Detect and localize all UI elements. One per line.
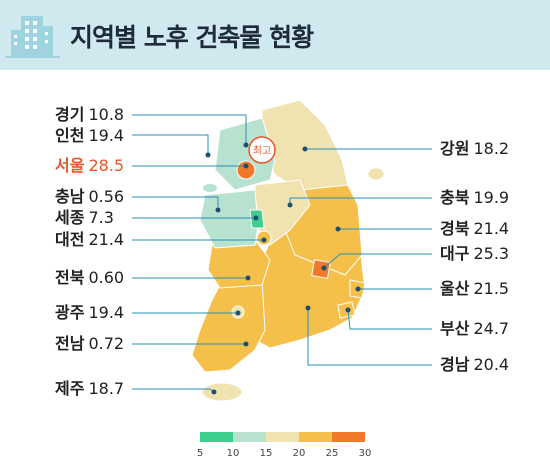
label-ulsan: 울산 21.5 xyxy=(440,279,510,298)
legend-swatch-2 xyxy=(233,432,266,442)
label-gangwon: 강원 18.2 xyxy=(440,139,510,158)
label-sejong: 세종 7.3 xyxy=(55,208,114,227)
region-gangwon xyxy=(261,99,349,191)
label-chungbuk: 충북 19.9 xyxy=(440,188,510,207)
legend-tick: 10 xyxy=(226,448,240,459)
legend-swatch-4 xyxy=(299,432,332,442)
label-daegu: 대구 25.3 xyxy=(440,244,510,263)
label-daejeon: 대전 21.4 xyxy=(55,230,125,249)
legend-tick: 20 xyxy=(292,448,306,459)
label-jeonnam: 전남 0.72 xyxy=(55,334,125,353)
legend-tick: 30 xyxy=(358,448,372,459)
label-incheon: 인천 19.4 xyxy=(55,126,125,145)
region-gyeonggi xyxy=(214,117,276,191)
region-chungnam xyxy=(199,189,259,249)
legend-tick: 5 xyxy=(196,448,204,459)
island-ulleung xyxy=(367,167,385,181)
region-jeonnam xyxy=(191,279,266,373)
leader-lines xyxy=(132,114,432,393)
legend-tick: 25 xyxy=(325,448,339,459)
leader-dots xyxy=(205,142,361,395)
header-band: 지역별 노후 건축물 현황 xyxy=(0,0,550,70)
label-jeju: 제주 18.7 xyxy=(55,379,125,398)
label-gwangju: 광주 19.4 xyxy=(55,303,125,322)
highlight-badge-circle xyxy=(248,136,276,164)
region-daegu xyxy=(311,259,331,279)
label-chungnam: 충남 0.56 xyxy=(55,187,125,206)
label-gyeongnam: 경남 20.4 xyxy=(440,355,510,374)
island-west xyxy=(203,184,217,192)
label-jeonbuk: 전북 0.60 xyxy=(55,268,125,287)
label-gyeongbuk: 경북 21.4 xyxy=(440,219,510,238)
color-legend: 5 10 15 20 25 30 xyxy=(197,432,371,462)
building-icon xyxy=(5,16,60,58)
region-jeju xyxy=(201,382,243,402)
legend-swatch-3 xyxy=(266,432,299,442)
label-busan: 부산 24.7 xyxy=(440,319,510,338)
legend-swatch-5 xyxy=(332,432,365,442)
legend-tick: 15 xyxy=(259,448,273,459)
highlight-badge-text: 최고 xyxy=(253,145,271,157)
label-gyeonggi: 경기 10.8 xyxy=(55,105,125,124)
page-title: 지역별 노후 건축물 현황 xyxy=(70,23,314,52)
label-seoul: 서울 28.5 xyxy=(55,156,125,175)
legend-swatch-1 xyxy=(200,432,233,442)
